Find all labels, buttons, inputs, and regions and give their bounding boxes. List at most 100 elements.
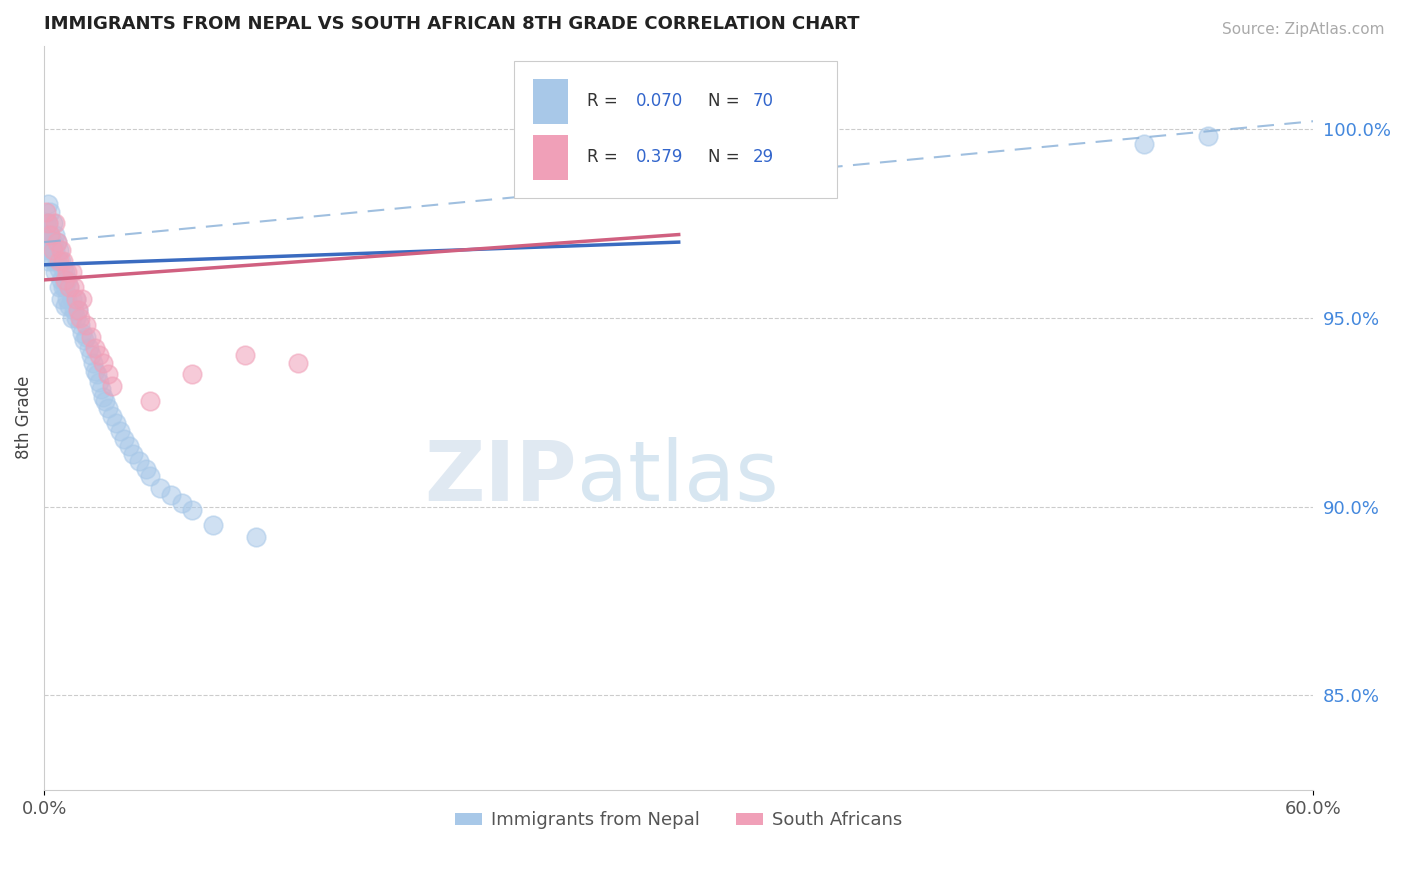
Point xyxy=(39,205,62,219)
Point xyxy=(97,368,120,382)
Point xyxy=(41,243,63,257)
Point xyxy=(49,273,72,287)
Text: 0.070: 0.070 xyxy=(636,93,683,111)
Point xyxy=(56,265,79,279)
Point xyxy=(66,303,89,318)
Point xyxy=(105,417,128,431)
Point xyxy=(60,292,83,306)
Point xyxy=(181,368,204,382)
Point xyxy=(66,303,89,318)
Point xyxy=(245,530,267,544)
Point xyxy=(87,348,110,362)
Text: 29: 29 xyxy=(752,148,773,166)
Point xyxy=(56,273,79,287)
Point xyxy=(101,409,124,423)
Point xyxy=(62,303,84,318)
Point xyxy=(70,326,93,340)
Point xyxy=(75,329,97,343)
Point xyxy=(37,235,59,249)
Point xyxy=(37,197,59,211)
Text: 70: 70 xyxy=(752,93,773,111)
Text: Source: ZipAtlas.com: Source: ZipAtlas.com xyxy=(1222,22,1385,37)
Point xyxy=(170,496,193,510)
Text: R =: R = xyxy=(588,93,623,111)
Point xyxy=(91,390,114,404)
Point xyxy=(41,254,63,268)
Point xyxy=(53,273,76,287)
Point xyxy=(73,334,96,348)
Point xyxy=(79,348,101,362)
Point xyxy=(37,216,59,230)
Point xyxy=(233,348,256,362)
Point xyxy=(82,356,104,370)
Bar xyxy=(533,135,568,179)
Point xyxy=(135,462,157,476)
Point xyxy=(101,378,124,392)
Point xyxy=(52,261,75,276)
Point xyxy=(77,341,100,355)
Point xyxy=(45,235,67,249)
Point xyxy=(44,265,66,279)
Text: 0.379: 0.379 xyxy=(636,148,683,166)
Point xyxy=(48,243,70,257)
Point xyxy=(128,454,150,468)
Point xyxy=(48,254,70,268)
Point xyxy=(49,292,72,306)
Point xyxy=(56,292,79,306)
Point xyxy=(44,243,66,257)
Point xyxy=(114,432,136,446)
Point xyxy=(58,280,80,294)
Text: ZIP: ZIP xyxy=(425,437,576,518)
Point xyxy=(37,216,59,230)
Point xyxy=(69,310,91,325)
Point xyxy=(35,205,58,219)
Point xyxy=(39,227,62,242)
Point xyxy=(48,280,70,294)
Point xyxy=(83,341,105,355)
Text: N =: N = xyxy=(707,93,740,111)
Point xyxy=(44,227,66,242)
Point xyxy=(65,292,87,306)
Point xyxy=(139,469,162,483)
Point xyxy=(65,292,87,306)
Point xyxy=(45,235,67,249)
FancyBboxPatch shape xyxy=(513,61,838,198)
Point xyxy=(39,243,62,257)
Point xyxy=(1133,136,1156,151)
Text: R =: R = xyxy=(588,148,623,166)
Point xyxy=(35,243,58,257)
Point xyxy=(97,401,120,416)
Point xyxy=(41,216,63,230)
Point xyxy=(87,375,110,389)
Point xyxy=(110,424,132,438)
Point xyxy=(94,393,117,408)
Point xyxy=(48,261,70,276)
Point xyxy=(44,216,66,230)
Point xyxy=(91,356,114,370)
Point xyxy=(202,518,225,533)
Point xyxy=(70,292,93,306)
Point xyxy=(35,216,58,230)
Point xyxy=(53,280,76,294)
Point xyxy=(62,280,84,294)
Point xyxy=(86,368,108,382)
Point xyxy=(149,481,172,495)
Point xyxy=(181,503,204,517)
Point xyxy=(90,383,112,397)
Point xyxy=(1197,129,1219,144)
Y-axis label: 8th Grade: 8th Grade xyxy=(15,376,32,459)
Point xyxy=(53,265,76,279)
Point xyxy=(160,488,183,502)
Point xyxy=(52,280,75,294)
Point xyxy=(118,439,141,453)
Point xyxy=(75,318,97,333)
Point xyxy=(60,265,83,279)
Point xyxy=(49,243,72,257)
Point xyxy=(287,356,309,370)
Text: N =: N = xyxy=(707,148,740,166)
Point xyxy=(37,254,59,268)
Text: atlas: atlas xyxy=(576,437,779,518)
Point xyxy=(122,447,145,461)
Point xyxy=(139,393,162,408)
Legend: Immigrants from Nepal, South Africans: Immigrants from Nepal, South Africans xyxy=(447,805,910,837)
